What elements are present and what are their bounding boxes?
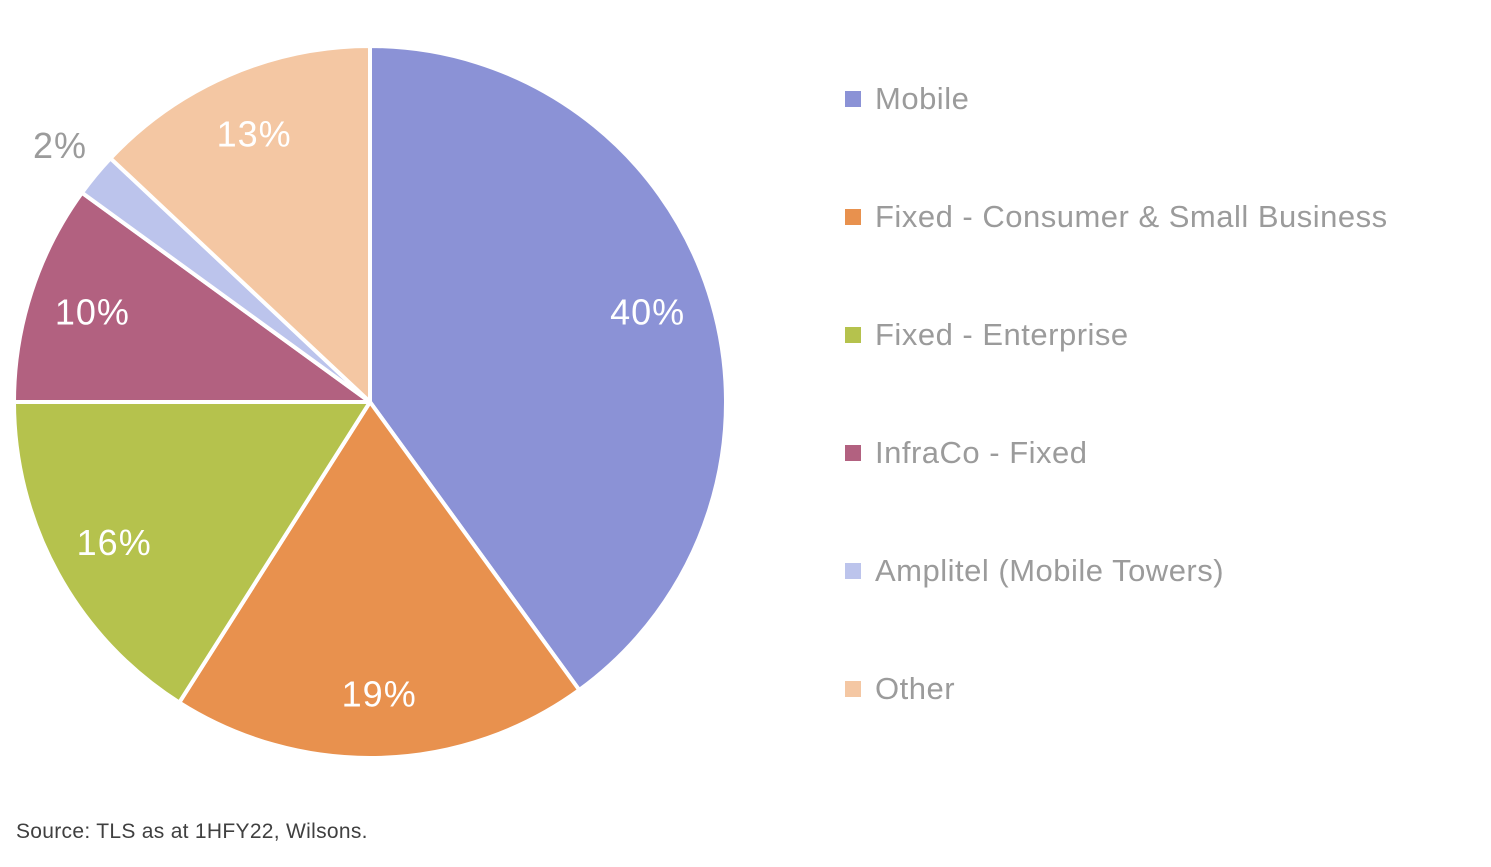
legend-item-1: Fixed - Consumer & Small Business bbox=[845, 196, 1388, 238]
legend-item-2: Fixed - Enterprise bbox=[845, 314, 1388, 356]
legend-item-3: InfraCo - Fixed bbox=[845, 432, 1388, 474]
legend-label: Fixed - Enterprise bbox=[875, 317, 1129, 352]
pie-slice-2 bbox=[12, 400, 372, 705]
legend-item-4: Amplitel (Mobile Towers) bbox=[845, 550, 1388, 592]
pie-slice-5 bbox=[108, 44, 372, 404]
pie-slice-label-1: 19% bbox=[342, 673, 417, 714]
legend-label: Other bbox=[875, 671, 956, 706]
pie-slice-1 bbox=[177, 400, 582, 760]
pie-slice-3 bbox=[12, 190, 372, 404]
legend-color-swatch-icon bbox=[845, 563, 861, 579]
pie-slice-0 bbox=[368, 44, 728, 693]
legend-color-swatch-icon bbox=[845, 445, 861, 461]
legend-label: Amplitel (Mobile Towers) bbox=[875, 553, 1225, 588]
pie-slice-label-4: 2% bbox=[33, 125, 87, 166]
legend-item-5: Other bbox=[845, 668, 1388, 710]
legend-label: Mobile bbox=[875, 81, 970, 116]
legend-label: Fixed - Consumer & Small Business bbox=[875, 199, 1388, 234]
legend-label: InfraCo - Fixed bbox=[875, 435, 1088, 470]
legend-color-swatch-icon bbox=[845, 327, 861, 343]
pie-slice-label-0: 40% bbox=[610, 291, 685, 332]
legend: Mobile Fixed - Consumer & Small Business F… bbox=[845, 78, 1388, 786]
source-note: Source: TLS as at 1HFY22, Wilsons. bbox=[16, 820, 368, 843]
pie-slice-label-5: 13% bbox=[217, 114, 292, 155]
legend-color-swatch-icon bbox=[845, 681, 861, 697]
pie-chart: 40% 19% 16% 10% 2% 13% bbox=[12, 44, 728, 760]
pie-slice-label-2: 16% bbox=[77, 522, 152, 563]
legend-color-swatch-icon bbox=[845, 91, 861, 107]
legend-color-swatch-icon bbox=[845, 209, 861, 225]
legend-item-0: Mobile bbox=[845, 78, 1388, 120]
pie-slice-label-3: 10% bbox=[55, 291, 130, 332]
